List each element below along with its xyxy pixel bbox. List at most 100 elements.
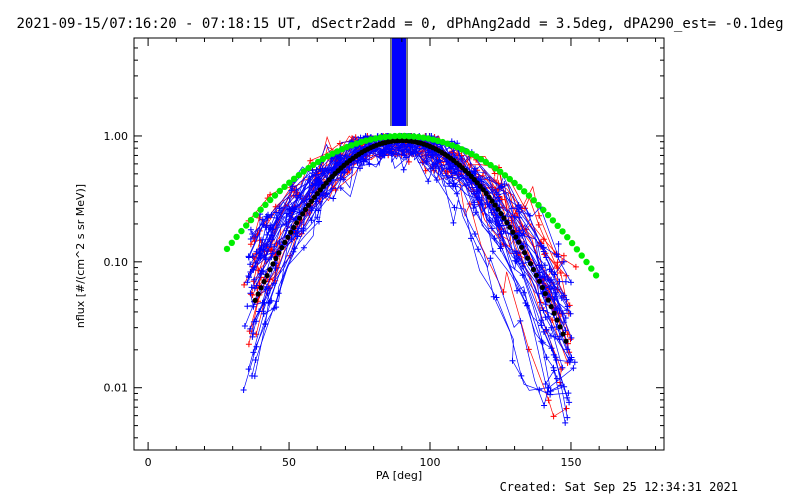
blue-series-marker xyxy=(512,257,519,264)
green-model-point xyxy=(271,192,279,199)
blue-series-marker xyxy=(245,253,252,260)
x-axis-label: PA [deg] xyxy=(376,469,422,482)
black-model-point xyxy=(557,324,563,330)
black-model-point xyxy=(492,202,498,208)
green-model-point xyxy=(391,132,398,140)
blue-series-marker xyxy=(424,158,431,165)
blue-series-marker xyxy=(241,323,248,329)
blue-series-marker xyxy=(249,333,256,340)
blue-series-marker xyxy=(564,414,571,421)
blue-series-marker xyxy=(361,158,367,165)
blue-series-marker xyxy=(562,278,569,285)
blue-series-marker xyxy=(450,219,457,226)
black-model-point xyxy=(276,250,282,256)
blue-series-marker xyxy=(247,226,254,233)
black-model-point xyxy=(285,234,291,240)
black-model-point xyxy=(320,183,326,189)
blue-series-line xyxy=(249,135,575,363)
blue-series-marker xyxy=(491,235,498,242)
blue-series-marker xyxy=(253,282,260,289)
blue-series-marker xyxy=(244,303,251,310)
blue-series-marker xyxy=(468,180,475,186)
blue-series-marker xyxy=(258,267,265,274)
green-model-point xyxy=(592,272,600,279)
blue-series-marker xyxy=(300,244,307,251)
blue-series-marker xyxy=(514,205,520,212)
blue-series-marker xyxy=(552,293,559,300)
green-model-point xyxy=(463,148,470,155)
green-model-point xyxy=(252,211,259,218)
blue-series-marker xyxy=(248,284,255,291)
blue-series-marker xyxy=(520,289,527,296)
blue-series-marker xyxy=(263,213,270,220)
blue-series-marker xyxy=(269,232,276,239)
black-model-point xyxy=(474,180,480,186)
blue-series-marker xyxy=(446,165,453,172)
green-model-point xyxy=(314,158,322,166)
green-model-point xyxy=(358,138,365,146)
black-model-point xyxy=(551,310,557,316)
blue-series-marker xyxy=(340,176,347,183)
y-tick-label: 0.10 xyxy=(104,256,129,269)
green-model-point xyxy=(228,239,235,246)
blue-series-marker xyxy=(562,327,569,334)
green-model-point xyxy=(362,137,370,144)
green-model-point xyxy=(415,133,422,141)
black-model-point xyxy=(302,206,309,213)
black-model-point xyxy=(516,239,522,245)
green-model-point xyxy=(305,164,312,172)
blue-series-marker xyxy=(556,278,563,285)
green-model-point xyxy=(257,206,264,213)
black-model-point xyxy=(270,261,276,267)
green-model-point xyxy=(386,133,394,140)
blue-series-marker xyxy=(471,170,477,177)
green-model-point xyxy=(310,161,317,169)
blue-series-marker xyxy=(425,178,432,185)
blue-series-marker xyxy=(492,212,499,219)
blue-series-marker xyxy=(357,156,364,163)
blue-series-marker xyxy=(568,334,575,341)
blue-series-marker xyxy=(260,310,267,317)
black-model-point xyxy=(317,187,323,193)
red-series-marker xyxy=(563,405,570,412)
red-series-marker xyxy=(525,346,532,353)
green-model-point xyxy=(262,201,269,208)
blue-series-marker xyxy=(538,317,545,324)
green-model-point xyxy=(511,179,518,187)
blue-series-marker xyxy=(240,387,247,393)
blue-series-marker xyxy=(330,195,337,202)
blue-series-marker xyxy=(548,345,555,352)
green-model-point xyxy=(588,265,595,272)
green-model-point xyxy=(233,233,240,241)
green-model-point xyxy=(564,234,571,241)
blue-series-marker xyxy=(509,357,516,364)
blue-series-marker xyxy=(511,213,518,220)
blue-series-marker xyxy=(289,205,296,212)
blue-series-marker xyxy=(446,180,453,187)
blue-series-marker xyxy=(247,290,254,297)
green-model-point xyxy=(458,146,466,153)
red-series-marker xyxy=(572,263,579,270)
green-model-point xyxy=(286,179,293,186)
blue-series-marker xyxy=(472,165,479,172)
blue-series-marker xyxy=(256,254,263,261)
blue-series-marker xyxy=(273,209,280,216)
green-model-point xyxy=(497,168,504,175)
blue-series-marker xyxy=(565,390,572,397)
black-model-point xyxy=(305,202,312,208)
blue-series-marker xyxy=(519,232,525,239)
blue-series-marker xyxy=(564,394,571,401)
black-model-point xyxy=(548,304,554,310)
black-model-point xyxy=(273,255,279,261)
black-model-point xyxy=(536,278,543,284)
green-model-point xyxy=(420,134,427,141)
blue-series-marker xyxy=(568,279,574,286)
green-model-point xyxy=(377,134,384,141)
blue-series-marker xyxy=(244,279,251,286)
x-tick-label: 100 xyxy=(420,456,441,469)
green-model-point xyxy=(243,222,250,229)
blue-series-marker xyxy=(261,299,268,306)
blue-series-marker xyxy=(247,269,254,275)
blue-series-marker xyxy=(554,375,560,382)
green-model-point xyxy=(477,156,485,163)
